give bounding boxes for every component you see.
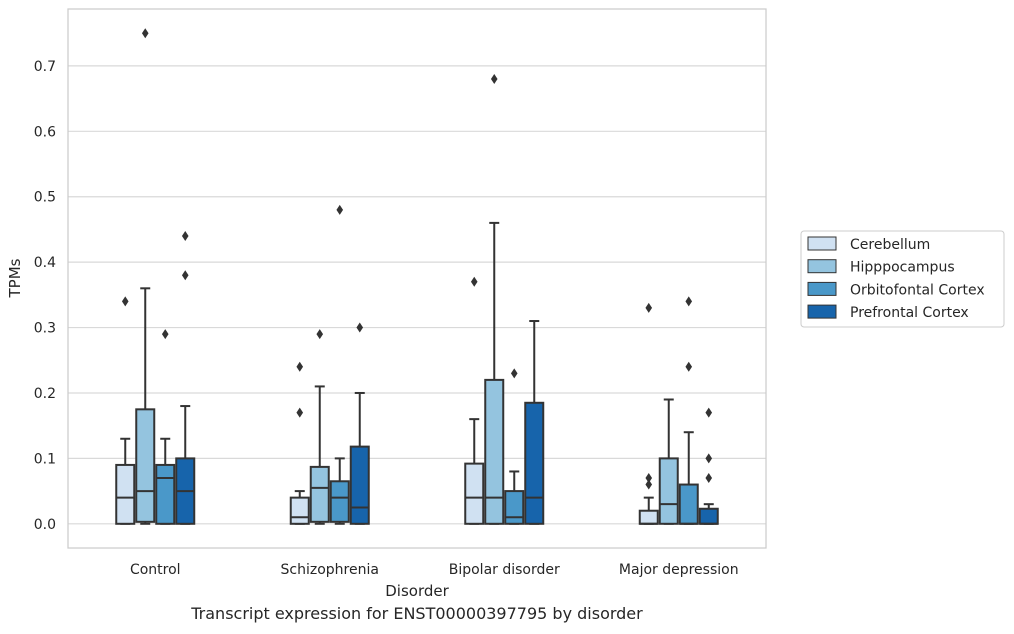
box (329, 204, 350, 525)
y-tick-label: 0.7 (34, 59, 56, 75)
box-iqr (155, 463, 176, 525)
box-iqr (638, 509, 659, 525)
y-tick-label: 0.0 (34, 517, 56, 533)
legend-frame (800, 230, 1005, 328)
box-iqr (484, 378, 505, 525)
box (698, 407, 719, 525)
category-group (115, 28, 196, 525)
outlier-marker (645, 302, 653, 313)
x-axis-label: Disorder (385, 582, 449, 600)
box (504, 368, 525, 525)
y-tick-label: 0.4 (34, 255, 56, 271)
box-iqr (289, 496, 310, 525)
box (524, 320, 545, 525)
outlier-marker (705, 407, 713, 418)
x-tick-label: Control (130, 562, 181, 578)
y-tick-labels: 0.0 0.1 0.2 0.3 0.4 0.5 0.6 0.7 (34, 59, 56, 533)
x-tick-label: Bipolar disorder (449, 562, 560, 578)
box (135, 28, 156, 525)
y-tick-label: 0.5 (34, 190, 56, 206)
box-iqr (678, 483, 699, 525)
x-tick-label: Major depression (619, 562, 739, 578)
figure-caption: Transcript expression for ENST0000039779… (191, 604, 643, 623)
outlier-marker (296, 407, 304, 418)
y-grid (68, 65, 766, 525)
legend: Cerebellum Hipppocampus Orbitofontal Corte… (800, 230, 1005, 328)
outlier-marker (121, 296, 129, 307)
outlier-marker (705, 453, 713, 464)
box-iqr (464, 462, 485, 525)
box (484, 73, 505, 525)
outlier-marker (645, 479, 653, 490)
box-iqr (658, 457, 679, 525)
x-tick-label: Schizophrenia (281, 562, 379, 578)
legend-entries: Cerebellum Hipppocampus Orbitofontal Corte… (807, 236, 985, 321)
category-group (464, 73, 545, 525)
outlier-marker (510, 368, 518, 379)
outlier-marker (316, 329, 324, 340)
box (175, 230, 196, 525)
x-tick-labels: Control Schizophrenia Bipolar disorder Majo… (130, 562, 739, 578)
legend-label: Cerebellum (850, 237, 930, 253)
category-group (638, 296, 719, 525)
category-group (289, 204, 370, 525)
y-tick-label: 0.6 (34, 124, 56, 140)
y-tick-label: 0.1 (34, 451, 56, 467)
box (464, 276, 485, 525)
plot-frame (67, 8, 767, 549)
legend-swatch (807, 281, 837, 296)
outlier-marker (296, 361, 304, 372)
box-iqr (349, 445, 370, 525)
box (638, 302, 659, 525)
legend-label: Orbitofontal Cortex (850, 282, 985, 298)
box (658, 398, 679, 525)
y-tick-label: 0.3 (34, 321, 56, 337)
outlier-marker (685, 296, 693, 307)
legend-swatch (807, 236, 837, 251)
outlier-marker (470, 276, 478, 287)
box-iqr (524, 401, 545, 525)
outlier-marker (645, 473, 653, 484)
legend-swatch (807, 259, 837, 274)
legend-label: Hipppocampus (850, 260, 955, 276)
outlier-marker (181, 270, 189, 281)
outlier-marker (161, 329, 169, 340)
box (115, 296, 136, 525)
outlier-marker (685, 361, 693, 372)
box-groups (115, 28, 719, 525)
outlier-marker (490, 73, 498, 84)
box-iqr (115, 463, 136, 525)
box (678, 296, 699, 525)
legend-label: Prefrontal Cortex (850, 305, 969, 321)
outlier-marker (141, 28, 149, 39)
box (349, 322, 370, 525)
legend-swatch (807, 304, 837, 319)
box (289, 361, 310, 525)
y-tick-label: 0.2 (34, 386, 56, 402)
box-iqr (698, 507, 719, 525)
outlier-marker (336, 204, 344, 215)
outlier-marker (181, 230, 189, 241)
box (309, 329, 330, 525)
box-iqr (309, 465, 330, 523)
box-iqr (329, 480, 350, 523)
outlier-marker (705, 473, 713, 484)
box-iqr (504, 490, 525, 525)
y-axis-label: TPMs (6, 258, 24, 298)
box (155, 329, 176, 525)
outlier-marker (356, 322, 364, 333)
box-iqr (135, 408, 156, 523)
